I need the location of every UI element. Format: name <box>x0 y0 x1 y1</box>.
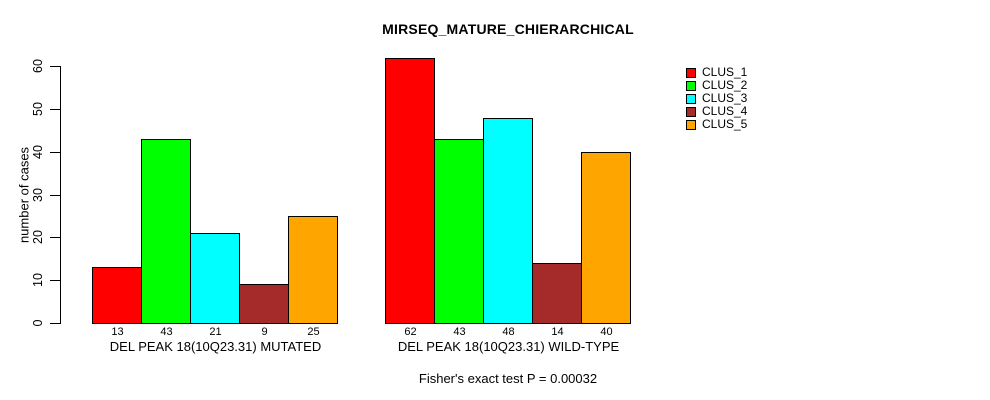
bar-value-label: 48 <box>502 326 515 338</box>
y-tick-label-30: 30 <box>31 188 45 202</box>
legend-label: CLUS_1 <box>702 65 748 79</box>
bar-clus_1-group2 <box>385 58 435 324</box>
y-tick-mark-0 <box>50 323 60 324</box>
legend-swatch-clus_5 <box>686 119 696 130</box>
bar-clus_4-group2 <box>532 263 582 324</box>
legend-label: CLUS_5 <box>702 117 748 131</box>
y-tick-label-50: 50 <box>31 102 45 116</box>
legend-label: CLUS_3 <box>702 91 748 105</box>
legend-row-clus_1: CLUS_1 <box>686 66 747 79</box>
legend-row-clus_5: CLUS_5 <box>686 118 747 131</box>
bar-clus_4-group1 <box>239 284 289 324</box>
bar-value-label: 43 <box>453 326 466 338</box>
y-tick-mark-10 <box>50 280 60 281</box>
legend: CLUS_1 CLUS_2 CLUS_3 CLUS_4 CLUS_5 <box>686 66 747 131</box>
y-tick-label-40: 40 <box>31 145 45 159</box>
y-tick-label-60: 60 <box>31 59 45 73</box>
bar-clus_1-group1 <box>92 267 142 324</box>
fisher-test-annotation: Fisher's exact test P = 0.00032 <box>418 371 598 386</box>
legend-swatch-clus_2 <box>686 80 696 91</box>
y-axis-label: number of cases <box>16 146 32 244</box>
bar-clus_5-group2 <box>581 152 631 324</box>
bar-clus_2-group2 <box>434 139 484 324</box>
legend-row-clus_4: CLUS_4 <box>686 105 747 118</box>
y-tick-mark-60 <box>50 66 60 67</box>
y-tick-label-0: 0 <box>31 319 45 327</box>
bar-clus_2-group1 <box>141 139 191 324</box>
bar-value-label: 14 <box>551 326 564 338</box>
legend-swatch-clus_4 <box>686 106 696 117</box>
y-tick-label-10: 10 <box>31 273 45 287</box>
legend-row-clus_2: CLUS_2 <box>686 79 747 92</box>
y-axis-line <box>60 66 61 324</box>
bar-value-label: 25 <box>307 326 320 338</box>
bar-clus_3-group2 <box>483 118 533 324</box>
legend-row-clus_3: CLUS_3 <box>686 92 747 105</box>
bar-value-label: 43 <box>160 326 173 338</box>
chart-title: MIRSEQ_MATURE_CHIERARCHICAL <box>382 21 634 37</box>
legend-label: CLUS_4 <box>702 104 748 118</box>
bar-value-label: 9 <box>261 326 268 338</box>
bar-clus_3-group1 <box>190 233 240 324</box>
group-label-1: DEL PEAK 18(10Q23.31) MUTATED <box>109 339 322 354</box>
group-label-2: DEL PEAK 18(10Q23.31) WILD-TYPE <box>397 339 620 354</box>
y-tick-mark-20 <box>50 237 60 238</box>
bar-value-label: 62 <box>404 326 417 338</box>
y-tick-label-20: 20 <box>31 230 45 244</box>
legend-label: CLUS_2 <box>702 78 748 92</box>
legend-swatch-clus_3 <box>686 93 696 104</box>
legend-swatch-clus_1 <box>686 67 696 78</box>
bar-value-label: 40 <box>600 326 613 338</box>
y-tick-mark-40 <box>50 152 60 153</box>
y-tick-mark-50 <box>50 109 60 110</box>
bar-value-label: 21 <box>209 326 222 338</box>
bar-value-label: 13 <box>111 326 124 338</box>
y-tick-mark-30 <box>50 195 60 196</box>
bar-clus_5-group1 <box>288 216 338 324</box>
